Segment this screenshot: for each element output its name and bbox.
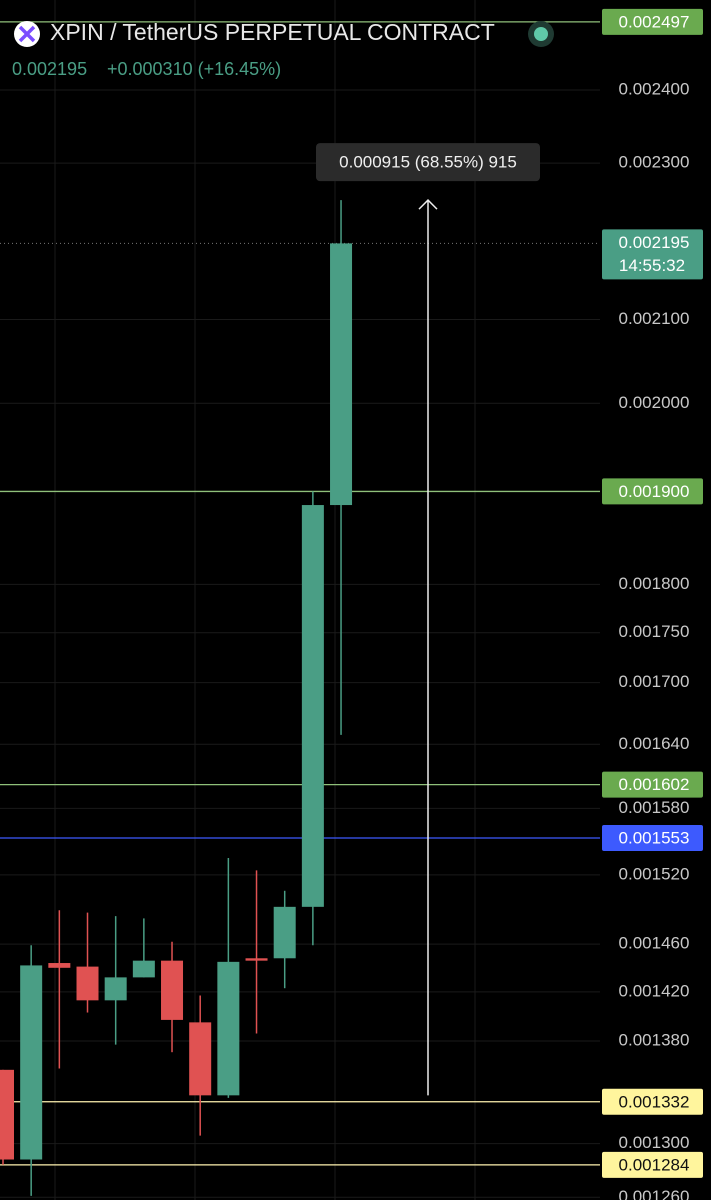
level-label: 0.001900 (619, 482, 690, 501)
candle-body (217, 961, 240, 1096)
level-label: 0.001332 (619, 1092, 690, 1111)
y-tick-label: 0.001460 (619, 934, 690, 953)
candle-body (76, 966, 99, 1001)
level-label-box (602, 771, 703, 798)
level-label-box (602, 824, 703, 851)
y-tick-label: 0.001520 (619, 864, 690, 883)
candle-body (0, 1069, 14, 1160)
overlay: 0.000915 (68.55%) 915 (316, 143, 540, 1096)
candle-body (48, 963, 71, 968)
level-label: 0.001602 (619, 775, 690, 794)
grid (0, 0, 600, 1200)
y-tick-label: 0.001580 (619, 798, 690, 817)
candle-body (189, 1022, 212, 1096)
logo-mark (18, 25, 36, 43)
chart-title: XPIN / TetherUS PERPETUAL CONTRACT (50, 19, 495, 45)
candles (0, 200, 353, 1196)
y-tick-label: 0.001380 (619, 1030, 690, 1049)
level-label-box (602, 1151, 703, 1178)
candle-body (330, 243, 353, 506)
y-tick-label: 0.001800 (619, 574, 690, 593)
y-tick-label: 0.001640 (619, 734, 690, 753)
levels (0, 21, 600, 1166)
y-tick-label: 0.002300 (619, 153, 690, 172)
measure-label: 0.000915 (68.55%) 915 (339, 153, 517, 172)
y-tick-label: 0.002400 (619, 79, 690, 98)
measure-arrow-head (418, 199, 438, 210)
last-price-box (602, 229, 703, 280)
candle-body (273, 906, 296, 959)
level-label: 0.001553 (619, 828, 690, 847)
header: XPIN / TetherUS PERPETUAL CONTRACT 0.002… (12, 19, 554, 79)
last-price-time: 14:55:32 (619, 256, 685, 275)
candle-body (20, 965, 43, 1160)
measure-box (316, 143, 540, 182)
header-change: +0.000310 (+16.45%) (107, 59, 281, 79)
status-dot (534, 27, 548, 41)
y-tick-label: 0.001700 (619, 672, 690, 691)
candle-body (132, 960, 155, 978)
y-tick-label: 0.002100 (619, 309, 690, 328)
level-label: 0.002497 (619, 12, 690, 31)
level-label: 0.001284 (619, 1155, 690, 1174)
y-tick-label: 0.001300 (619, 1133, 690, 1152)
price-axis: 0.002400 0.002300 0.002100 0.002000 0.001800… (602, 8, 703, 1200)
y-tick-label: 0.001260 (619, 1187, 690, 1200)
y-tick-label: 0.001420 (619, 981, 690, 1000)
level-label-box (602, 1088, 703, 1115)
level-label-box (602, 8, 703, 35)
y-tick-label: 0.002000 (619, 393, 690, 412)
candle-body (104, 977, 127, 1001)
candle-body (161, 960, 184, 1020)
header-price: 0.002195 (12, 59, 87, 79)
last-price-label: 0.002195 (619, 233, 690, 252)
level-label-box (602, 478, 703, 505)
candle-body (245, 958, 268, 961)
y-tick-label: 0.001750 (619, 622, 690, 641)
candle-body (301, 505, 324, 907)
